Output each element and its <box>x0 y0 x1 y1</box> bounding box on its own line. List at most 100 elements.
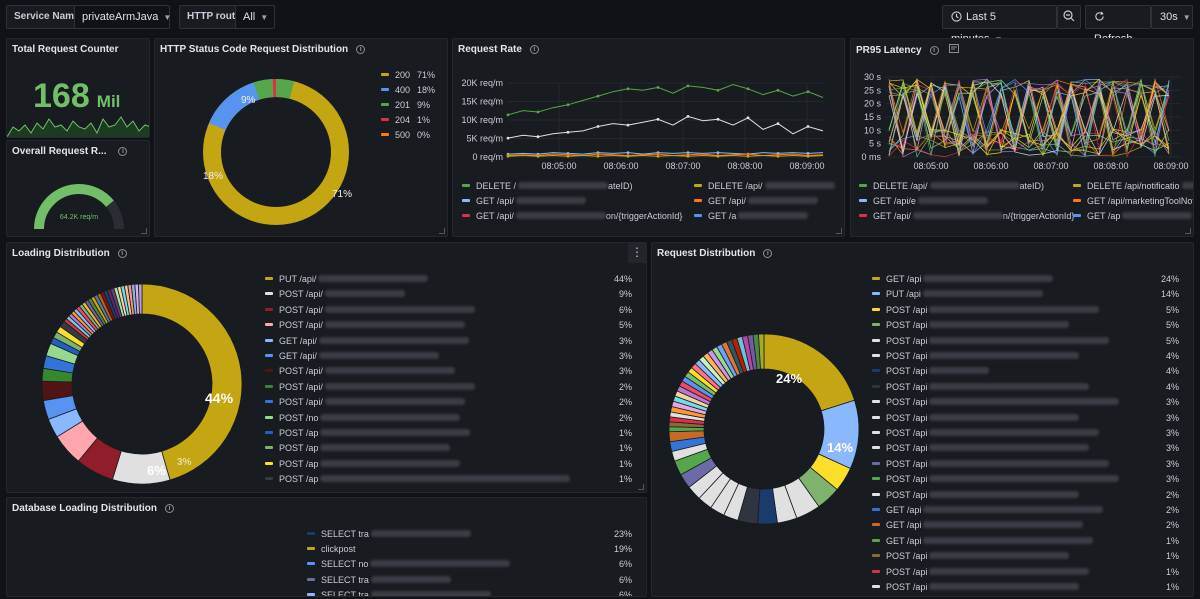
legend-item[interactable]: POST /api 4% <box>872 350 1193 362</box>
legend-blurred-text <box>370 560 511 568</box>
legend-item[interactable]: POST /api 1% <box>872 550 1193 562</box>
legend-item[interactable]: POST /api 1% <box>872 566 1193 578</box>
legend-item[interactable]: GET /a <box>694 210 809 222</box>
legend-item[interactable]: POST /ap 1% <box>265 458 646 470</box>
service-name-select[interactable]: privateArmJava ▼ <box>74 5 171 29</box>
legend-item[interactable]: DELETE /api/ateID) <box>859 180 1044 192</box>
legend-item[interactable]: 204 1% <box>381 114 430 126</box>
legend-item[interactable]: GET /api/e <box>859 195 988 207</box>
legend-swatch <box>872 538 880 542</box>
legend-item[interactable]: DELETE /api/ <box>694 180 835 192</box>
legend-item[interactable]: POST /api 2% <box>872 489 1193 501</box>
info-icon[interactable]: i <box>118 147 128 156</box>
info-icon[interactable]: i <box>356 45 366 54</box>
legend-item[interactable]: GET /api 2% <box>872 504 1193 516</box>
resize-handle[interactable] <box>836 228 842 234</box>
legend-item[interactable]: POST /ap 1% <box>265 442 646 454</box>
legend-item[interactable]: GET /ap <box>1073 210 1193 222</box>
legend-item[interactable]: 201 9% <box>381 99 430 111</box>
legend-item[interactable]: SELECT no 6% <box>307 558 646 570</box>
slice-label-24: 24% <box>776 371 802 386</box>
legend-item[interactable]: POST /api 3% <box>872 473 1193 485</box>
refresh-interval-select[interactable]: 30s ▼ <box>1151 5 1193 29</box>
legend-blurred-text <box>324 290 405 298</box>
legend-item[interactable]: DELETE / ateID) <box>462 180 633 192</box>
legend-item[interactable]: POST /api 5% <box>872 335 1193 347</box>
legend-blurred-text <box>324 367 455 375</box>
legend-item[interactable]: PUT /api/44% <box>265 273 646 285</box>
legend-blurred-text <box>929 583 1080 590</box>
legend-swatch <box>381 133 389 136</box>
legend-item[interactable]: GET /api/marketingToolNoti <box>1073 195 1193 207</box>
legend-item[interactable]: GET /api/n/{triggerActionId} <box>859 210 1074 222</box>
info-icon[interactable]: i <box>929 46 939 55</box>
legend-item[interactable]: POST /api 3% <box>872 412 1193 424</box>
refresh-button[interactable]: Refresh <box>1085 5 1151 45</box>
legend-item[interactable]: POST /api/9% <box>265 288 646 300</box>
legend-item[interactable]: POST /api 3% <box>872 458 1193 470</box>
legend-item[interactable]: GET /api/3% <box>265 335 646 347</box>
series-point <box>776 122 780 125</box>
legend-swatch <box>265 277 273 280</box>
latency-series-line <box>888 79 1170 153</box>
legend-item[interactable]: POST /api 1% <box>872 581 1193 593</box>
legend-item[interactable]: POST /api/2% <box>265 381 646 393</box>
time-range-picker[interactable]: Last 5 minutes▼ <box>942 5 1057 45</box>
info-icon[interactable]: i <box>117 249 127 258</box>
legend-item[interactable]: POST /api/2% <box>265 396 646 408</box>
panel-title-text: Request Rate <box>458 44 522 55</box>
legend-item[interactable]: 500 0% <box>381 129 430 141</box>
legend-item[interactable]: SELECT tra 6% <box>307 574 646 586</box>
panel-title: Database Loading Distribution i <box>12 503 175 514</box>
legend-item[interactable]: POST /api 3% <box>872 396 1193 408</box>
legend-item[interactable]: 200 71% <box>381 69 435 81</box>
legend-item[interactable]: POST /ap 1% <box>265 473 646 485</box>
legend-item[interactable]: POST /api 3% <box>872 427 1193 439</box>
legend-label-tail: ateID) <box>1019 181 1045 191</box>
legend-item[interactable]: SELECT tra 6% <box>307 589 646 596</box>
legend-item[interactable]: GET /api/3% <box>265 350 646 362</box>
legend-item[interactable]: GET /api 2% <box>872 519 1193 531</box>
resize-handle[interactable] <box>1185 228 1191 234</box>
legend-label: GET /api <box>886 505 922 515</box>
legend-item[interactable]: GET /api 1% <box>872 535 1193 547</box>
series-point <box>656 86 660 89</box>
info-icon[interactable]: i <box>529 45 539 54</box>
resize-handle[interactable] <box>638 484 644 490</box>
legend-item[interactable]: POST /api 5% <box>872 304 1193 316</box>
info-icon[interactable]: i <box>165 504 175 513</box>
kebab-menu-icon[interactable]: ⋮ <box>628 243 646 263</box>
legend-item[interactable]: GET /api/on/{triggerActionId} <box>462 210 682 222</box>
legend-label: POST /api <box>886 443 928 454</box>
legend-blurred-text <box>518 182 609 189</box>
legend-item[interactable]: clickpost 19% <box>307 543 646 555</box>
legend-swatch <box>859 214 867 217</box>
panel-title: Loading Distribution i <box>12 248 127 259</box>
legend-item[interactable]: POST /api/3% <box>265 365 646 377</box>
legend-item[interactable]: POST /api 4% <box>872 365 1193 377</box>
legend-item[interactable]: POST /api 5% <box>872 319 1193 331</box>
http-route-select[interactable]: All ▼ <box>235 5 275 29</box>
legend-item[interactable]: GET /api/ <box>694 195 818 207</box>
legend-item[interactable]: GET /api/ <box>462 195 586 207</box>
legend-swatch <box>1073 199 1081 202</box>
legend-item[interactable]: POST /api/6% <box>265 304 646 316</box>
zoom-out-button[interactable] <box>1057 5 1081 29</box>
legend-item[interactable]: DELETE /api/notificatio <box>1073 180 1193 192</box>
legend-percent: 4% <box>1165 366 1179 377</box>
legend-item[interactable]: POST /api 3% <box>872 442 1193 454</box>
info-icon[interactable]: i <box>763 249 773 258</box>
resize-handle[interactable] <box>141 228 147 234</box>
gauge: 64.2K req/m <box>34 184 124 230</box>
legend-item[interactable]: POST /ap 1% <box>265 427 646 439</box>
resize-handle[interactable] <box>439 228 445 234</box>
legend-blurred-text <box>1181 182 1193 189</box>
legend-item[interactable]: PUT /api 14% <box>872 288 1193 300</box>
legend-item[interactable]: POST /api/5% <box>265 319 646 331</box>
legend-item[interactable]: POST /api 4% <box>872 381 1193 393</box>
legend-item[interactable]: 400 18% <box>381 84 435 96</box>
legend-label: GET /api/e <box>873 196 916 206</box>
legend-item[interactable]: GET /api 24% <box>872 273 1193 285</box>
legend-item[interactable]: POST /no 2% <box>265 412 646 424</box>
legend-item[interactable]: SELECT tra 23% <box>307 528 646 540</box>
